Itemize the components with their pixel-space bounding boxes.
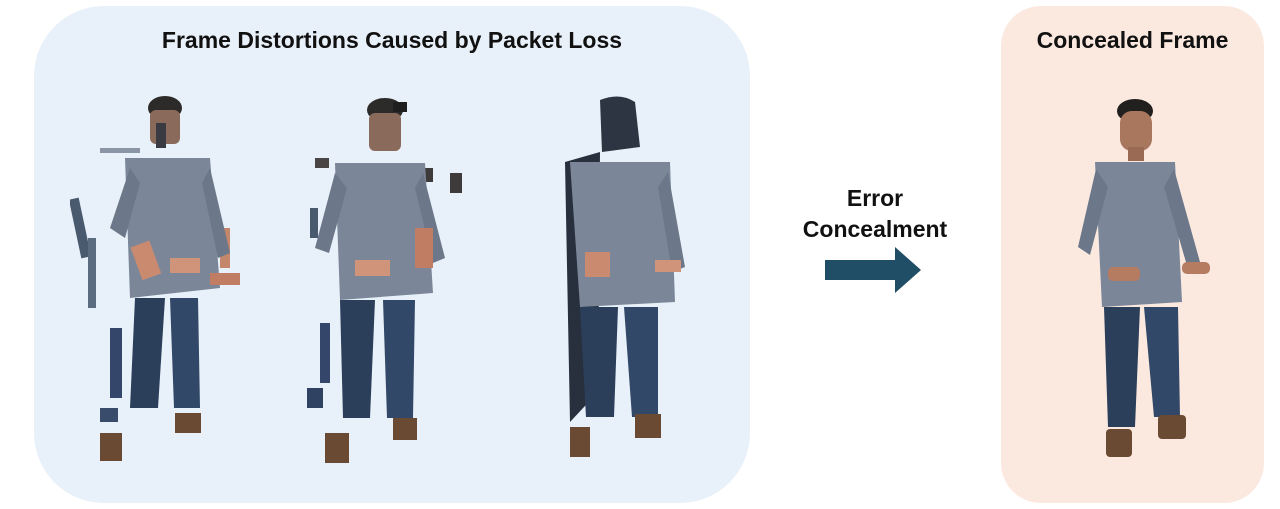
error-concealment-line-2: Concealment [802, 216, 948, 242]
concealed-frame [1078, 99, 1210, 457]
distorted-frame-2 [307, 98, 462, 463]
right-arrow-icon [825, 247, 921, 293]
concealed-title: Concealed Frame [1036, 27, 1229, 53]
error-concealment-line-1: Error [846, 185, 904, 211]
distorted-frame-3 [565, 96, 685, 457]
distortions-title: Frame Distortions Caused by Packet Loss [161, 27, 623, 53]
distorted-frame-1 [70, 96, 240, 461]
error-concealment-label: Error Concealment [770, 183, 980, 245]
